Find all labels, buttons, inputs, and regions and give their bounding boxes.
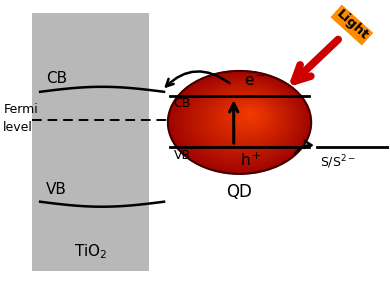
Circle shape: [250, 113, 252, 115]
Circle shape: [209, 92, 281, 144]
Circle shape: [186, 80, 298, 161]
Circle shape: [175, 74, 306, 169]
Circle shape: [183, 79, 300, 163]
Circle shape: [236, 106, 262, 125]
Circle shape: [168, 71, 311, 174]
Circle shape: [240, 108, 259, 122]
Circle shape: [233, 105, 264, 127]
Circle shape: [199, 87, 289, 152]
Circle shape: [212, 94, 279, 142]
Circle shape: [190, 82, 295, 158]
Text: e$^-$: e$^-$: [244, 74, 266, 89]
Circle shape: [221, 98, 273, 136]
Circle shape: [218, 97, 275, 138]
Text: TiO$_2$: TiO$_2$: [74, 243, 107, 261]
Circle shape: [225, 100, 270, 133]
Circle shape: [191, 83, 294, 157]
Text: CB: CB: [174, 98, 191, 110]
Text: VB: VB: [46, 182, 67, 197]
Text: level: level: [4, 121, 33, 134]
Circle shape: [248, 113, 253, 116]
Circle shape: [234, 105, 263, 126]
Circle shape: [177, 76, 304, 167]
Text: Fermi: Fermi: [4, 103, 38, 116]
Circle shape: [196, 85, 291, 154]
Circle shape: [171, 72, 309, 172]
Bar: [32, 13, 149, 271]
Circle shape: [219, 98, 274, 137]
Circle shape: [247, 112, 254, 117]
Circle shape: [181, 77, 302, 165]
Circle shape: [227, 102, 268, 131]
Circle shape: [176, 75, 305, 168]
Circle shape: [201, 88, 287, 150]
Circle shape: [206, 90, 284, 147]
Circle shape: [184, 80, 299, 162]
Circle shape: [216, 96, 276, 139]
Circle shape: [208, 92, 282, 145]
Circle shape: [187, 81, 297, 160]
Circle shape: [207, 91, 283, 146]
Circle shape: [189, 82, 296, 159]
Circle shape: [243, 110, 257, 120]
Circle shape: [229, 103, 267, 130]
Circle shape: [193, 84, 293, 156]
Circle shape: [194, 85, 292, 155]
Circle shape: [182, 78, 301, 164]
Text: S/S$^{2-}$: S/S$^{2-}$: [320, 153, 356, 171]
Circle shape: [174, 74, 307, 170]
Circle shape: [197, 86, 290, 153]
Text: QD: QD: [227, 183, 252, 201]
Circle shape: [223, 100, 271, 134]
Text: h$^+$: h$^+$: [240, 152, 262, 169]
Circle shape: [226, 101, 269, 132]
Circle shape: [239, 108, 260, 123]
Circle shape: [204, 90, 285, 148]
Text: CB: CB: [46, 71, 67, 86]
Circle shape: [246, 111, 255, 118]
Circle shape: [200, 87, 288, 151]
Circle shape: [237, 107, 261, 124]
Circle shape: [202, 89, 286, 149]
Circle shape: [211, 93, 280, 143]
Circle shape: [169, 72, 310, 173]
Circle shape: [179, 77, 303, 166]
Circle shape: [215, 95, 277, 140]
Circle shape: [232, 104, 265, 128]
Circle shape: [241, 109, 258, 121]
Circle shape: [214, 95, 278, 141]
Text: VB: VB: [174, 149, 191, 162]
Circle shape: [230, 103, 266, 129]
Text: Light: Light: [333, 7, 370, 43]
Circle shape: [172, 73, 308, 171]
Circle shape: [222, 99, 272, 135]
Circle shape: [244, 110, 256, 119]
